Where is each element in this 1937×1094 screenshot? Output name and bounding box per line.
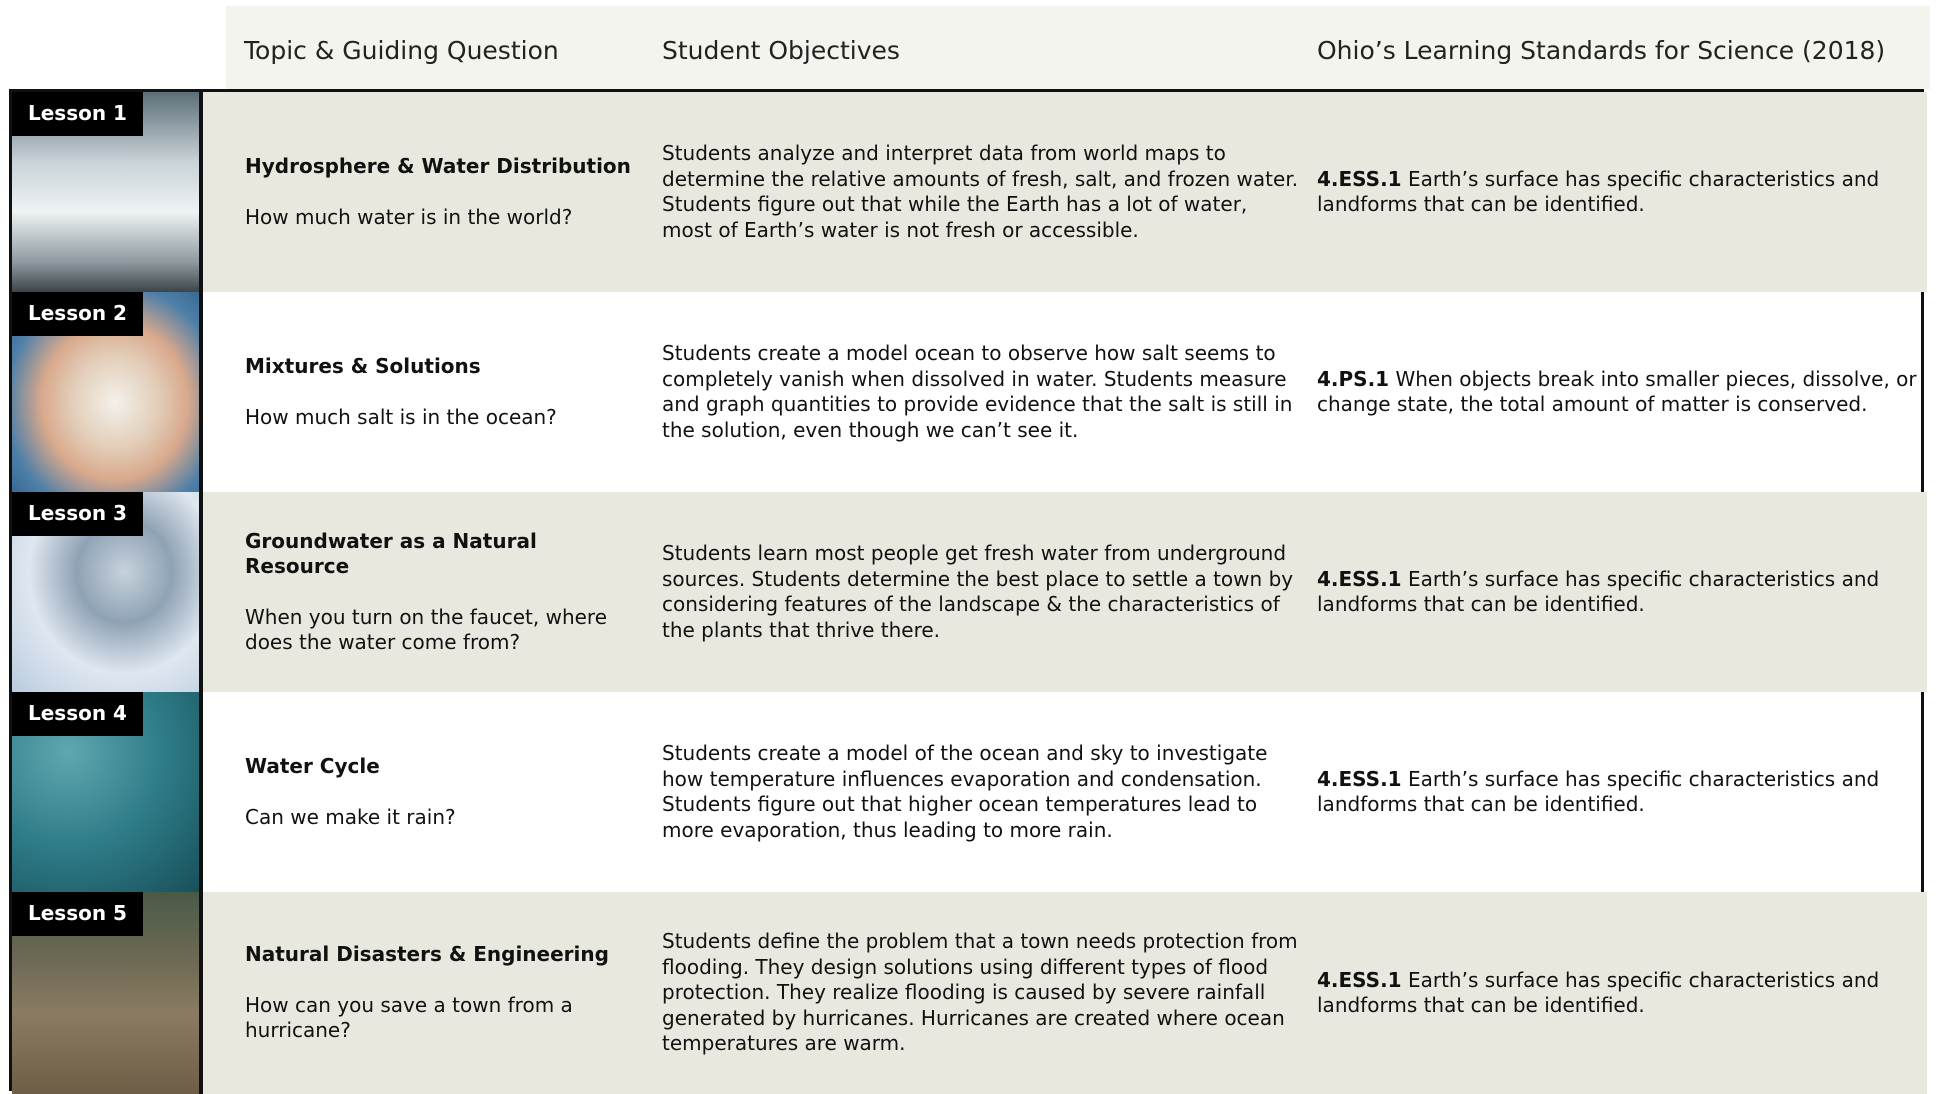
objectives: Students learn most people get fresh wat… <box>662 541 1294 642</box>
objectives-cell: Students define the problem that a town … <box>662 892 1302 1094</box>
header: Topic & Guiding Question Student Objecti… <box>226 6 1930 89</box>
objectives-cell: Students create a model ocean to observe… <box>662 292 1302 492</box>
lesson-label: Lesson 1 <box>12 92 143 136</box>
standard-text: Earth’s surface has specific characteris… <box>1317 566 1880 617</box>
topic-title: Hydrosphere & Water Distribution <box>245 154 631 178</box>
topic-title: Mixtures & Solutions <box>245 354 481 378</box>
lesson-image: Lesson 2 <box>12 292 203 492</box>
topic-title: Groundwater as a Natural Resource <box>245 528 537 579</box>
standard-code: 4.ESS.1 <box>1317 166 1402 191</box>
lesson-label: Lesson 3 <box>12 492 143 536</box>
objectives: Students create a model ocean to observe… <box>662 341 1293 442</box>
guiding-question: Can we make it rain? <box>245 804 456 829</box>
standard-text: Earth’s surface has specific characteris… <box>1317 967 1880 1018</box>
lesson-table: Lesson 1 Hydrosphere & Water Distribution… <box>9 89 1927 1094</box>
standard-code: 4.PS.1 <box>1317 366 1390 391</box>
lesson-label: Lesson 2 <box>12 292 143 336</box>
lesson-image: Lesson 4 <box>12 692 203 892</box>
standard: 4.ESS.1 Earth’s surface has specific cha… <box>1317 167 1917 218</box>
guiding-question: How much salt is in the ocean? <box>245 404 557 429</box>
standard-cell: 4.ESS.1 Earth’s surface has specific cha… <box>1317 692 1917 892</box>
topic-cell: Water Cycle Can we make it rain? <box>245 692 645 892</box>
column-header: Topic & Guiding Question <box>244 36 559 65</box>
standard-text: When objects break into smaller pieces, … <box>1317 366 1917 417</box>
guiding-question: How can you save a town from a hurricane… <box>245 992 573 1043</box>
lesson-row: Lesson 4 Water Cycle Can we make it rain? S… <box>12 692 1927 892</box>
topic-cell: Hydrosphere & Water Distribution How much… <box>245 92 645 292</box>
lesson-row: Lesson 2 Mixtures & Solutions How much sal… <box>12 292 1927 492</box>
standard-cell: 4.ESS.1 Earth’s surface has specific cha… <box>1317 892 1917 1094</box>
standard: 4.ESS.1 Earth’s surface has specific cha… <box>1317 567 1917 618</box>
topic-cell: Groundwater as a Natural Resource When yo… <box>245 492 645 692</box>
topic-cell: Natural Disasters & Engineering How can y… <box>245 892 645 1094</box>
guiding-question: When you turn on the faucet, where does … <box>245 604 608 655</box>
standard: 4.PS.1 When objects break into smaller p… <box>1317 367 1917 418</box>
standard-text: Earth’s surface has specific characteris… <box>1317 166 1880 217</box>
lesson-image: Lesson 5 <box>12 892 203 1094</box>
column-header: Student Objectives <box>662 36 900 65</box>
standard-code: 4.ESS.1 <box>1317 766 1402 791</box>
objectives-cell: Students learn most people get fresh wat… <box>662 492 1302 692</box>
standard-code: 4.ESS.1 <box>1317 967 1402 992</box>
standard-code: 4.ESS.1 <box>1317 566 1402 591</box>
objectives-cell: Students create a model of the ocean and… <box>662 692 1302 892</box>
objectives-cell: Students analyze and interpret data from… <box>662 92 1302 292</box>
standard-cell: 4.PS.1 When objects break into smaller p… <box>1317 292 1917 492</box>
column-header: Ohio’s Learning Standards for Science (2… <box>1317 36 1886 65</box>
guiding-question: How much water is in the world? <box>245 204 573 229</box>
topic-title: Water Cycle <box>245 754 380 778</box>
standard-cell: 4.ESS.1 Earth’s surface has specific cha… <box>1317 492 1917 692</box>
lesson-row: Lesson 5 Natural Disasters & Engineering H… <box>12 892 1927 1094</box>
lesson-label: Lesson 5 <box>12 892 143 936</box>
lesson-image: Lesson 1 <box>12 92 203 292</box>
lesson-row: Lesson 3 Groundwater as a Natural Resourc… <box>12 492 1927 692</box>
lesson-row: Lesson 1 Hydrosphere & Water Distribution… <box>12 92 1927 292</box>
lesson-image: Lesson 3 <box>12 492 203 692</box>
topic-cell: Mixtures & Solutions How much salt is in … <box>245 292 645 492</box>
lesson-label: Lesson 4 <box>12 692 143 736</box>
objectives: Students create a model of the ocean and… <box>662 741 1268 842</box>
standard-cell: 4.ESS.1 Earth’s surface has specific cha… <box>1317 92 1917 292</box>
objectives: Students analyze and interpret data from… <box>662 141 1299 242</box>
objectives: Students define the problem that a town … <box>662 929 1298 1056</box>
standard-text: Earth’s surface has specific characteris… <box>1317 766 1880 817</box>
topic-title: Natural Disasters & Engineering <box>245 942 609 967</box>
standard: 4.ESS.1 Earth’s surface has specific cha… <box>1317 767 1917 818</box>
standard: 4.ESS.1 Earth’s surface has specific cha… <box>1317 968 1917 1019</box>
